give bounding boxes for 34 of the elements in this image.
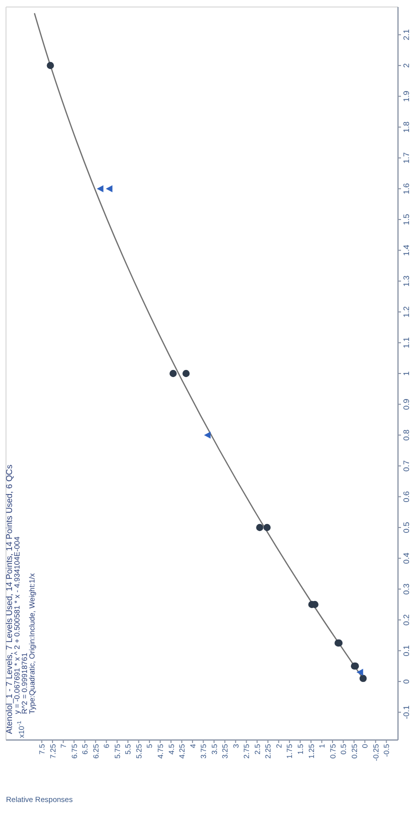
y-tick-label: 0.4 (402, 552, 410, 564)
point (182, 370, 190, 378)
y-tick-label: 1.6 (402, 182, 410, 194)
point (170, 370, 177, 378)
y-tick-label: 1.1 (402, 336, 410, 348)
point (204, 432, 211, 439)
y-tick-label: -0.1 (402, 704, 410, 720)
y-tick-label: 2 (402, 62, 410, 68)
y-tick-label: 1.4 (402, 244, 410, 256)
y-tick-label: 1.5 (402, 213, 410, 226)
point (360, 674, 367, 682)
y-tick-label: 0.8 (402, 428, 410, 441)
y-tick-label: 0.9 (402, 398, 410, 410)
point (46, 62, 54, 70)
y-tick-label: 2.1 (402, 28, 410, 40)
y-tick-label: 1.9 (402, 90, 410, 102)
point (263, 524, 271, 532)
y-tick-label: 0.2 (402, 614, 410, 626)
y-tick-label: 1.7 (402, 152, 410, 164)
y-tick-label: 0.6 (402, 490, 410, 502)
point (256, 524, 264, 532)
y-tick-label: 0.1 (402, 644, 410, 656)
y-tick-label: 0.3 (402, 582, 410, 595)
y-tick-label: 1 (402, 370, 410, 376)
point (356, 668, 364, 676)
text: Atenolol_1 - 7 Levels, 7 Levels Used, 14 Points, 14 Points Used, 6 QCs (4, 464, 14, 734)
y-tick-label: 0 (402, 678, 410, 684)
y-tick-label: 0.5 (402, 521, 410, 534)
point (96, 185, 104, 192)
y-tick-label: 1.8 (402, 121, 410, 133)
y-tick-label: 0.7 (402, 460, 410, 472)
y-tick-label: 1.2 (402, 306, 410, 318)
point (106, 185, 112, 192)
y-tick-label: 1.3 (402, 274, 410, 287)
